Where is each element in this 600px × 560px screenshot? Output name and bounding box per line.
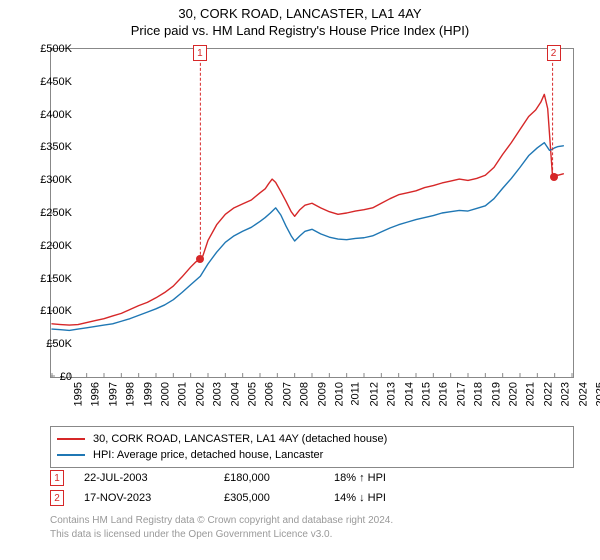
x-tick-label: 2010 <box>333 382 345 406</box>
transaction-delta: 14% ↓ HPI <box>334 492 454 504</box>
transaction-date: 22-JUL-2003 <box>84 472 224 484</box>
x-tick-label: 2002 <box>194 382 206 406</box>
marker-box-2: 2 <box>547 45 561 61</box>
x-tick-label: 2001 <box>177 382 189 406</box>
x-tick-label: 2016 <box>438 382 450 406</box>
y-tick-label: £250K <box>40 207 72 219</box>
transaction-row: 1 22-JUL-2003£180,00018% ↑ HPI <box>50 468 574 488</box>
x-tick-label: 2023 <box>560 382 572 406</box>
y-tick-label: £50K <box>46 338 72 350</box>
title-line-1: 30, CORK ROAD, LANCASTER, LA1 4AY <box>0 6 600 21</box>
y-tick-label: £300K <box>40 174 72 186</box>
marker-dot-1 <box>196 255 204 263</box>
x-tick-label: 2019 <box>490 382 502 406</box>
footer-line-2: This data is licensed under the Open Gov… <box>50 528 574 542</box>
x-tick-label: 1998 <box>125 382 137 406</box>
x-tick-label: 2000 <box>159 382 171 406</box>
x-tick-label: 2022 <box>542 382 554 406</box>
x-tick-label: 2003 <box>212 382 224 406</box>
y-tick-label: £400K <box>40 109 72 121</box>
x-tick-label: 1997 <box>107 382 119 406</box>
y-tick-label: £0 <box>60 371 72 383</box>
legend-item: HPI: Average price, detached house, Lanc… <box>57 447 567 463</box>
y-tick-label: £100K <box>40 305 72 317</box>
x-tick-label: 2025 <box>594 382 600 406</box>
legend-item: 30, CORK ROAD, LANCASTER, LA1 4AY (detac… <box>57 431 567 447</box>
legend-label: HPI: Average price, detached house, Lanc… <box>93 449 323 461</box>
chart-svg <box>51 49 573 377</box>
marker-dot-2 <box>550 173 558 181</box>
x-tick-label: 2017 <box>455 382 467 406</box>
transaction-date: 17-NOV-2023 <box>84 492 224 504</box>
transaction-index: 1 <box>50 470 64 486</box>
x-tick-label: 2015 <box>420 382 432 406</box>
x-tick-label: 2006 <box>264 382 276 406</box>
series-red <box>52 94 563 325</box>
y-tick-label: £350K <box>40 141 72 153</box>
x-tick-label: 2014 <box>403 382 415 406</box>
series-blue <box>52 143 563 331</box>
title-block: 30, CORK ROAD, LANCASTER, LA1 4AY Price … <box>0 0 600 38</box>
x-tick-label: 1995 <box>72 382 84 406</box>
x-tick-label: 1996 <box>90 382 102 406</box>
legend-label: 30, CORK ROAD, LANCASTER, LA1 4AY (detac… <box>93 433 387 445</box>
legend: 30, CORK ROAD, LANCASTER, LA1 4AY (detac… <box>50 426 574 468</box>
transaction-price: £305,000 <box>224 492 334 504</box>
x-tick-label: 2004 <box>229 382 241 406</box>
transaction-row: 2 17-NOV-2023£305,00014% ↓ HPI <box>50 488 574 508</box>
plot-area <box>50 48 574 378</box>
legend-swatch <box>57 454 85 456</box>
x-tick-label: 2007 <box>281 382 293 406</box>
transaction-price: £180,000 <box>224 472 334 484</box>
transaction-table: 1 22-JUL-2003£180,00018% ↑ HPI 2 17-NOV-202… <box>50 468 574 508</box>
x-tick-label: 2008 <box>299 382 311 406</box>
transaction-delta: 18% ↑ HPI <box>334 472 454 484</box>
y-tick-label: £200K <box>40 240 72 252</box>
y-tick-label: £500K <box>40 43 72 55</box>
footer-line-1: Contains HM Land Registry data © Crown c… <box>50 514 574 528</box>
x-tick-label: 2011 <box>350 382 362 406</box>
x-tick-label: 2005 <box>246 382 258 406</box>
x-tick-label: 2024 <box>577 382 589 406</box>
x-tick-label: 2018 <box>473 382 485 406</box>
transaction-index: 2 <box>50 490 64 506</box>
x-tick-label: 2012 <box>368 382 380 406</box>
title-line-2: Price paid vs. HM Land Registry's House … <box>0 23 600 38</box>
x-tick-label: 2021 <box>525 382 537 406</box>
x-tick-label: 2009 <box>316 382 328 406</box>
y-tick-label: £150K <box>40 273 72 285</box>
x-tick-label: 2020 <box>507 382 519 406</box>
marker-box-1: 1 <box>193 45 207 61</box>
footer: Contains HM Land Registry data © Crown c… <box>50 514 574 541</box>
x-tick-label: 1999 <box>142 382 154 406</box>
y-tick-label: £450K <box>40 76 72 88</box>
x-tick-label: 2013 <box>386 382 398 406</box>
chart-container: { "titles": { "line1": "30, CORK ROAD, L… <box>0 0 600 560</box>
legend-swatch <box>57 438 85 440</box>
